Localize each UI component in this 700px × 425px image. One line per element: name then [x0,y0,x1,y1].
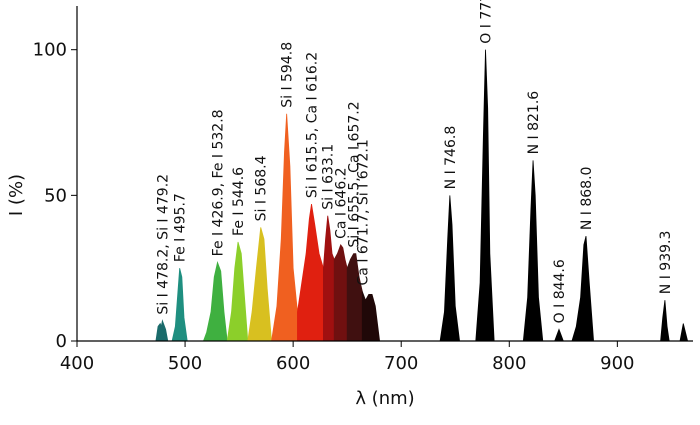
spectrum-peak [171,268,188,342]
spectrum-peak [226,241,249,342]
spectrum-peak [155,319,169,342]
y-tick-label: 0 [56,331,67,352]
spectrum-peak [361,291,381,342]
peak-label: Fe I 495.7 [173,193,189,262]
peak-label: O I 844.6 [552,259,568,323]
peak-label: N I 746.8 [443,126,459,190]
y-axis-label: I (%) [6,174,27,216]
spectrum-peak [323,215,335,342]
spectrum-peak [660,300,689,342]
peak-label: N I 868.0 [579,167,595,231]
x-tick-label: 400 [60,353,94,374]
peak-label: Si I 615.5, Ca I 616.2 [305,52,321,198]
peak-label: N I 821.6 [526,91,542,155]
x-tick-label: 900 [600,353,634,374]
spectrum-peak [333,244,348,342]
peak-label: Si I 655.5, Ca I 657.2 [347,101,363,247]
x-tick-label: 700 [384,353,418,374]
peak-label: N I 939.3 [658,231,674,295]
x-tick-label: 500 [168,353,202,374]
spectrum-peak [297,204,324,342]
x-axis-label: λ (nm) [355,388,414,409]
spectrum-peak [571,236,595,342]
x-tick-label: 800 [492,353,526,374]
peak-label: Ca I 646.2 [334,167,350,238]
peak-label: Ca I 671.7, Si I 672.1 [355,139,371,285]
peak-label: Fe I 426.9, Fe I 532.8 [210,109,226,256]
peak-label: Fe I 544.6 [231,167,247,236]
spectrum-peak [202,260,228,342]
peak-label: Si I 568.4 [254,155,270,221]
spectrum-peak [475,49,495,342]
x-tick-label: 600 [276,353,310,374]
spectrum-peak [522,160,544,342]
peak-label: Si I 633.1 [321,144,337,210]
y-tick-label: 50 [44,185,67,206]
spectrum-peak [247,227,272,342]
spectrum-peak [439,195,461,342]
peak-label: Si I 594.8 [280,42,296,108]
spectrum-peak [554,328,564,342]
y-tick-label: 100 [33,40,67,61]
spectrum-peak [271,113,298,342]
peak-label: O I 777.4 [479,0,495,44]
peak-label: Si I 478.2, Si I 479.2 [155,174,171,315]
